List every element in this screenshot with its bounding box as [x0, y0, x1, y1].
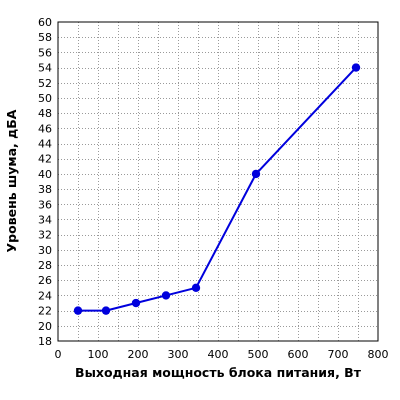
y-tick-label: 32	[38, 229, 52, 242]
x-tick-label: 800	[368, 348, 389, 361]
x-axis-title: Выходная мощность блока питания, Вт	[75, 365, 362, 380]
y-axis-ticks: 18 20 22 24 26 28 30 32 34 36 38 40 42 44 46 48 50 52 54 56…	[38, 16, 52, 348]
y-tick-label: 24	[38, 289, 52, 302]
data-point	[73, 306, 83, 315]
data-point	[351, 63, 361, 72]
y-axis-title: Уровень шума, дБА	[4, 109, 19, 252]
data-point	[131, 298, 141, 308]
series-layer	[73, 63, 361, 315]
y-tick-label: 58	[38, 31, 52, 44]
data-point	[251, 169, 261, 179]
x-tick-label: 0	[55, 348, 62, 361]
y-tick-label: 30	[38, 244, 52, 257]
data-point	[191, 283, 201, 293]
y-tick-label: 40	[38, 168, 52, 181]
x-tick-label: 400	[208, 348, 229, 361]
y-tick-label: 26	[38, 274, 52, 287]
y-tick-label: 56	[38, 46, 52, 59]
x-tick-label: 600	[288, 348, 309, 361]
y-tick-label: 54	[38, 62, 52, 75]
y-tick-label: 28	[38, 259, 52, 272]
y-tick-label: 60	[38, 16, 52, 29]
grid	[58, 22, 378, 341]
y-tick-label: 20	[38, 320, 52, 333]
y-tick-label: 38	[38, 183, 52, 196]
data-point	[101, 306, 111, 315]
y-tick-label: 34	[38, 213, 52, 226]
data-point	[161, 291, 171, 300]
x-tick-label: 200	[128, 348, 149, 361]
y-tick-label: 50	[38, 92, 52, 105]
plot-area-frame	[57, 21, 379, 342]
y-tick-label: 22	[38, 305, 52, 318]
x-tick-label: 700	[328, 348, 349, 361]
x-tick-label: 500	[248, 348, 269, 361]
y-tick-label: 18	[38, 335, 52, 348]
y-tick-label: 36	[38, 198, 52, 211]
y-tick-label: 52	[38, 77, 52, 90]
x-axis-ticks: 0 100 200 300 400 500 600 700 800	[55, 348, 389, 361]
x-tick-label: 300	[168, 348, 189, 361]
y-tick-label: 46	[38, 122, 52, 135]
y-tick-label: 44	[38, 138, 52, 151]
y-tick-label: 42	[38, 153, 52, 166]
x-tick-label: 100	[88, 348, 109, 361]
y-tick-label: 48	[38, 107, 52, 120]
